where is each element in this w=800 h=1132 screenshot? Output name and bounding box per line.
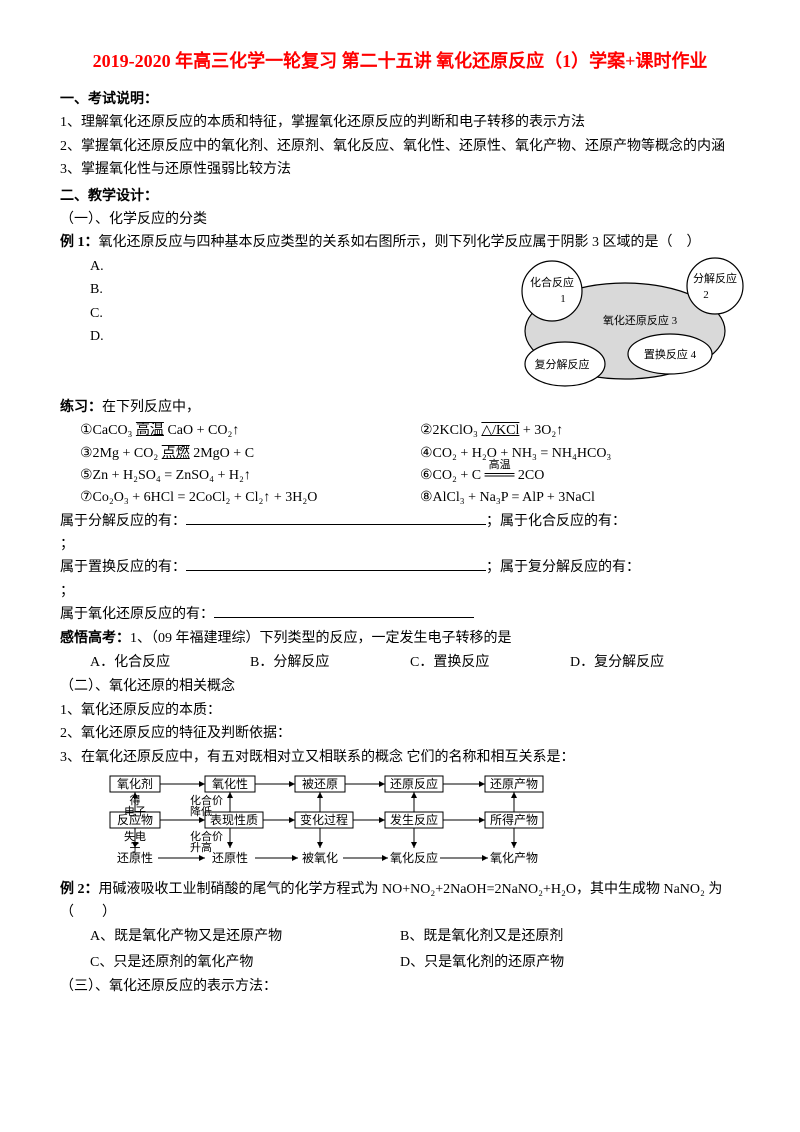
question-fenjie: 属于分解反应的有：；属于化合反应的有： [60, 511, 740, 533]
subsection-1: （一）、化学反应的分类 [60, 209, 740, 231]
svg-text:升高: 升高 [190, 840, 212, 854]
svg-text:发生反应: 发生反应 [390, 812, 438, 827]
example-2-text: 用碱液吸收工业制硝酸的尾气的化学方程式为 NO+NO₂+2NaOH=2NaNO₂… [60, 882, 736, 919]
semicolon-1: ； [60, 534, 740, 556]
reaction-2: ②2KClO₃ △/KCl + 3O₂↑ [420, 420, 740, 442]
example-2-label: 例 2： [60, 882, 99, 897]
svg-text:被还原: 被还原 [302, 777, 338, 791]
example-2: 例 2：用碱液吸收工业制硝酸的尾气的化学方程式为 NO+NO₂+2NaOH=2N… [60, 879, 740, 924]
reaction-5: ⑤Zn + H₂SO₄ = ZnSO₄ + H₂↑ [80, 465, 420, 487]
svg-text:化合价: 化合价 [190, 793, 223, 807]
reaction-7: ⑦Co₂O₃ + 6HCl = 2CoCl₂ + Cl₂↑ + 3H₂O [80, 487, 420, 509]
svg-text:氧化反应: 氧化反应 [390, 850, 438, 865]
svg-text:氧化剂: 氧化剂 [117, 776, 153, 791]
ganwu-a: A．化合反应 [90, 652, 250, 674]
svg-text:氧化产物: 氧化产物 [490, 851, 538, 865]
practice-text: 在下列反应中， [102, 400, 200, 415]
reaction-list: ①CaCO₃ 高温 CaO + CO₂↑ ②2KClO₃ △/KCl + 3O₂… [80, 420, 740, 510]
semicolon-2: ； [60, 581, 740, 603]
svg-text:还原性: 还原性 [117, 851, 153, 865]
concept-2: 2、氧化还原反应的特征及判断依据： [60, 723, 740, 745]
practice-heading: 练习：在下列反应中， [60, 397, 740, 419]
doc-title: 2019-2020 年高三化学一轮复习 第二十五讲 氧化还原反应（1）学案+课时… [60, 48, 740, 75]
ex2-c: C、只是还原剂的氧化产物 [90, 952, 400, 974]
ganwu-line: 感悟高考：1、（09 年福建理综）下列类型的反应，一定发生电子转移的是 [60, 628, 740, 650]
svg-text:反应物: 反应物 [117, 812, 153, 827]
svg-text:置换反应 4: 置换反应 4 [644, 347, 697, 361]
svg-text:化合价: 化合价 [190, 829, 223, 843]
exam-item-1: 1、理解氧化还原反应的本质和特征，掌握氧化还原反应的判断和电子转移的表示方法 [60, 112, 740, 134]
svg-text:还原性: 还原性 [212, 851, 248, 865]
svg-text:2: 2 [703, 289, 709, 301]
svg-text:变化过程: 变化过程 [300, 812, 348, 827]
ex2-d: D、只是氧化剂的还原产物 [400, 952, 564, 974]
ganwu-b: B．分解反应 [250, 652, 410, 674]
subsection-2: （二）、氧化还原的相关概念 [60, 676, 740, 698]
svg-text:氧化性: 氧化性 [212, 777, 248, 791]
reaction-4: ④CO₂ + H₂O + NH₃ = NH₄HCO₃ [420, 443, 740, 465]
ganwu-text: 1、（09 年福建理综）下列类型的反应，一定发生电子转移的是 [130, 631, 512, 646]
ganwu-d: D．复分解反应 [570, 652, 730, 674]
svg-text:所得产物: 所得产物 [490, 812, 538, 827]
ganwu-options: A．化合反应 B．分解反应 C．置换反应 D．复分解反应 [90, 652, 730, 674]
reaction-3: ③2Mg + CO₂ 点燃 2MgO + C [80, 443, 420, 465]
concept-3: 3、在氧化还原反应中，有五对既相对立又相联系的概念 它们的名称和相互关系是： [60, 747, 740, 769]
svg-text:还原反应: 还原反应 [390, 776, 438, 791]
svg-text:分解反应: 分解反应 [693, 271, 737, 285]
reaction-8: ⑧AlCl₃ + Na₃P = AlP + 3NaCl [420, 487, 740, 509]
ganwu-label: 感悟高考： [60, 631, 130, 646]
exam-item-3: 3、掌握氧化性与还原性强弱比较方法 [60, 159, 740, 181]
svg-text:氧化还原反应 3: 氧化还原反应 3 [603, 313, 678, 327]
svg-text:被氧化: 被氧化 [302, 851, 338, 865]
svg-text:表现性质: 表现性质 [210, 813, 258, 827]
reaction-6: ⑥CO₂ + C 高温═══ 2CO [420, 465, 740, 487]
concept-diagram: 氧化剂 氧化性 被还原 还原反应 还原产物 得 电子 化合价 降低 反应物 表现… [100, 774, 600, 866]
subsection-3: （三）、氧化还原反应的表示方法： [60, 976, 740, 998]
example-1-label: 例 1： [60, 235, 99, 250]
svg-text:降低: 降低 [190, 804, 212, 818]
question-redox: 属于氧化还原反应的有： [60, 604, 740, 626]
venn-and-options: A. B. C. D. 化合反应 1 分解反应 2 氧化还原反应 3 复分解反应… [60, 256, 740, 396]
practice-label: 练习： [60, 400, 102, 415]
exam-heading: 一、考试说明： [60, 89, 740, 111]
ex2-a: A、既是氧化产物又是还原产物 [90, 926, 400, 948]
exam-item-2: 2、掌握氧化还原反应中的氧化剂、还原剂、氧化反应、氧化性、还原性、氧化产物、还原… [60, 136, 740, 158]
ganwu-c: C．置换反应 [410, 652, 570, 674]
venn-diagram: 化合反应 1 分解反应 2 氧化还原反应 3 复分解反应 置换反应 4 [470, 246, 750, 396]
ex2-b: B、既是氧化剂又是还原剂 [400, 926, 563, 948]
example-2-options: A、既是氧化产物又是还原产物 B、既是氧化剂又是还原剂 C、只是还原剂的氧化产物… [90, 925, 740, 975]
concept-1: 1、氧化还原反应的本质： [60, 700, 740, 722]
svg-text:还原产物: 还原产物 [490, 777, 538, 791]
svg-text:复分解反应: 复分解反应 [535, 357, 590, 371]
reaction-1: ①CaCO₃ 高温 CaO + CO₂↑ [80, 420, 420, 442]
question-zhihuan: 属于置换反应的有：；属于复分解反应的有： [60, 557, 740, 579]
svg-text:1: 1 [560, 293, 566, 305]
design-heading: 二、教学设计： [60, 186, 740, 208]
svg-text:化合反应: 化合反应 [530, 275, 574, 289]
